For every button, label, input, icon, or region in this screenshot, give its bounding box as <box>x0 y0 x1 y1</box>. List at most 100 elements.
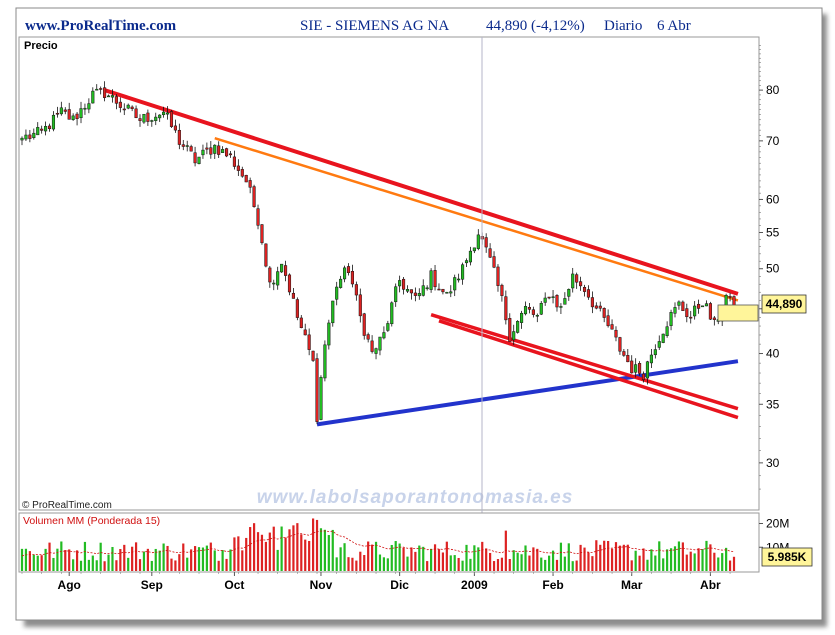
candle <box>590 291 594 314</box>
volume-bar <box>363 555 366 571</box>
volume-bar <box>559 542 563 571</box>
volume-bar <box>603 540 606 571</box>
candle <box>468 246 472 266</box>
candle <box>685 303 689 323</box>
candle <box>47 123 52 132</box>
volume-bar <box>732 556 736 571</box>
candle <box>370 335 374 354</box>
volume-bar <box>60 541 63 571</box>
volume-bar <box>591 556 594 571</box>
candle <box>492 251 496 269</box>
volume-bar <box>453 555 456 571</box>
x-tick-label: Nov <box>310 578 333 592</box>
candle <box>346 263 351 276</box>
price-tick-label: 50 <box>766 262 780 276</box>
candle <box>205 142 209 155</box>
candle <box>142 113 146 124</box>
volume-bar <box>205 545 208 571</box>
candle <box>99 86 103 95</box>
candle <box>453 274 457 297</box>
volume-bar <box>300 534 303 571</box>
candle <box>51 111 56 132</box>
volume-bar <box>150 560 153 571</box>
volume-bar <box>717 557 720 571</box>
candle <box>665 321 669 338</box>
volume-bar <box>284 537 287 571</box>
candle <box>295 297 299 321</box>
copyright-text: © ProRealTime.com <box>22 500 112 511</box>
volume-bar <box>587 552 590 571</box>
volume-bar <box>449 555 452 571</box>
candle <box>626 349 630 363</box>
volume-bar <box>280 526 283 571</box>
volume-bar <box>595 540 598 571</box>
volume-bar <box>555 559 559 571</box>
volume-bar <box>492 561 496 571</box>
candle <box>75 112 79 126</box>
candle <box>307 328 311 356</box>
volume-bar <box>347 557 350 571</box>
candle <box>87 98 91 114</box>
candle <box>614 326 618 342</box>
volume-bar <box>441 552 445 571</box>
volume-bar <box>32 554 35 571</box>
candle <box>173 119 177 133</box>
candle <box>677 300 681 310</box>
volume-bar <box>355 560 358 571</box>
candle <box>228 151 233 158</box>
trendline-resistance-inner <box>214 136 739 302</box>
volume-bar <box>721 553 724 571</box>
candle <box>311 350 315 363</box>
candle <box>91 87 95 104</box>
price-tick-label: 40 <box>766 347 780 361</box>
candle <box>240 166 244 178</box>
volume-bar <box>123 544 126 571</box>
site-name[interactable]: www.ProRealTime.com <box>25 18 177 34</box>
volume-bar <box>422 546 425 571</box>
candle <box>689 310 693 324</box>
candle <box>193 146 197 167</box>
volume-bar <box>634 550 637 571</box>
candle <box>291 287 295 299</box>
candle <box>268 265 272 288</box>
volume-bar <box>119 549 122 571</box>
candle <box>130 105 134 112</box>
volume-bar <box>433 544 437 571</box>
candle <box>20 136 24 146</box>
trendline-support <box>316 359 739 427</box>
price-panel: Precio © ProRealTime.com www.labolsapora… <box>18 36 807 511</box>
volume-bar <box>343 543 346 571</box>
volume-bar <box>146 548 149 571</box>
volume-bar <box>233 537 236 571</box>
candle <box>634 358 638 378</box>
volume-bar <box>319 528 323 571</box>
volume-bar <box>662 558 665 571</box>
volume-bar <box>469 558 472 571</box>
volume-bar <box>567 543 570 571</box>
volume-bar <box>229 549 232 571</box>
volume-bar <box>162 543 165 571</box>
volume-bar <box>75 550 79 571</box>
candle <box>378 336 382 356</box>
candle <box>106 94 111 98</box>
candle <box>409 289 413 300</box>
candle <box>445 291 449 294</box>
volume-bar <box>72 559 75 571</box>
volume-bar <box>382 557 386 571</box>
candle <box>225 147 229 158</box>
volume-bar <box>610 548 614 571</box>
candle <box>59 101 63 116</box>
candle <box>579 276 583 291</box>
candle <box>567 288 571 301</box>
candle <box>390 301 394 327</box>
candle <box>405 285 410 293</box>
volume-bar <box>296 523 299 571</box>
candle <box>394 283 398 307</box>
volume-bar <box>583 547 586 571</box>
candle <box>586 285 591 300</box>
candle <box>169 109 174 128</box>
candle <box>598 301 602 312</box>
volume-bar <box>237 536 240 571</box>
candle <box>319 375 323 421</box>
